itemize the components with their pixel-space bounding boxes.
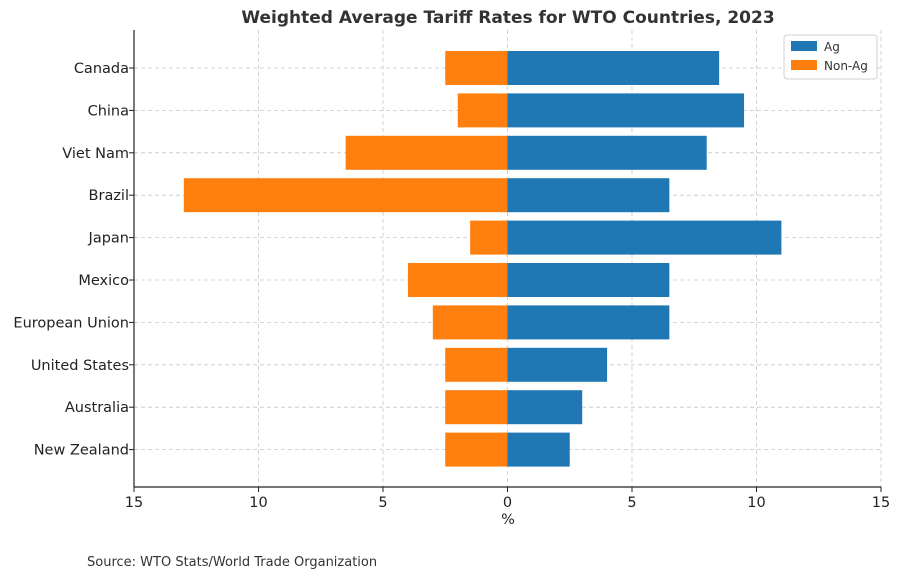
y-tick-label: European Union xyxy=(13,315,129,331)
legend-label-non-ag: Non-Ag xyxy=(824,59,868,73)
bar-non-ag xyxy=(445,432,508,467)
legend-swatch-ag xyxy=(791,41,817,51)
x-axis-label: % xyxy=(501,512,515,528)
legend-swatch-non-ag xyxy=(791,60,817,70)
x-tick-label: 15 xyxy=(872,495,890,511)
bar-ag xyxy=(507,178,670,213)
bar-non-ag xyxy=(457,93,508,128)
bar-non-ag xyxy=(445,347,508,382)
bar-non-ag xyxy=(445,390,508,425)
y-tick-label: Mexico xyxy=(78,273,129,289)
legend-label-ag: Ag xyxy=(824,40,840,54)
x-tick-label: 10 xyxy=(249,495,267,511)
y-tick-label: China xyxy=(88,103,129,119)
bar-ag xyxy=(507,220,782,255)
x-tick-label: 5 xyxy=(378,495,387,511)
legend: Ag Non-Ag xyxy=(783,34,878,80)
source-note: Source: WTO Stats/World Trade Organizati… xyxy=(87,555,378,570)
y-tick-label: United States xyxy=(31,358,129,374)
bar-non-ag xyxy=(432,305,508,340)
x-tick-label: 0 xyxy=(503,495,512,511)
bar-non-ag xyxy=(183,178,508,213)
bar-ag xyxy=(507,263,670,297)
x-tick-label: 5 xyxy=(627,495,636,511)
y-tick-label: Japan xyxy=(88,231,129,247)
bar-non-ag xyxy=(345,135,508,170)
x-tick-labels: 15 10 5 0 5 10 15 xyxy=(125,495,890,511)
bar-ag xyxy=(507,432,570,467)
y-tick-label: Viet Nam xyxy=(62,146,129,162)
bars-layer xyxy=(183,51,782,467)
axes-layer xyxy=(129,30,882,492)
bar-non-ag xyxy=(470,220,508,255)
bar-ag xyxy=(507,135,707,170)
x-tick-label: 10 xyxy=(747,495,765,511)
y-tick-label: Australia xyxy=(65,400,129,416)
x-tick-label: 15 xyxy=(125,495,143,511)
bar-ag xyxy=(507,347,608,382)
bar-ag xyxy=(507,51,720,85)
bar-ag xyxy=(507,390,583,425)
chart-title: Weighted Average Tariff Rates for WTO Co… xyxy=(241,8,774,28)
bar-ag xyxy=(507,305,670,340)
y-tick-label: Canada xyxy=(74,61,129,77)
bar-non-ag xyxy=(407,263,508,297)
bar-ag xyxy=(507,93,745,128)
y-tick-label: Brazil xyxy=(89,188,129,204)
y-tick-label: New Zealand xyxy=(34,443,129,459)
bar-non-ag xyxy=(445,51,508,85)
y-tick-labels: Canada China Viet Nam Brazil Japan Mexico Euro… xyxy=(13,61,129,459)
